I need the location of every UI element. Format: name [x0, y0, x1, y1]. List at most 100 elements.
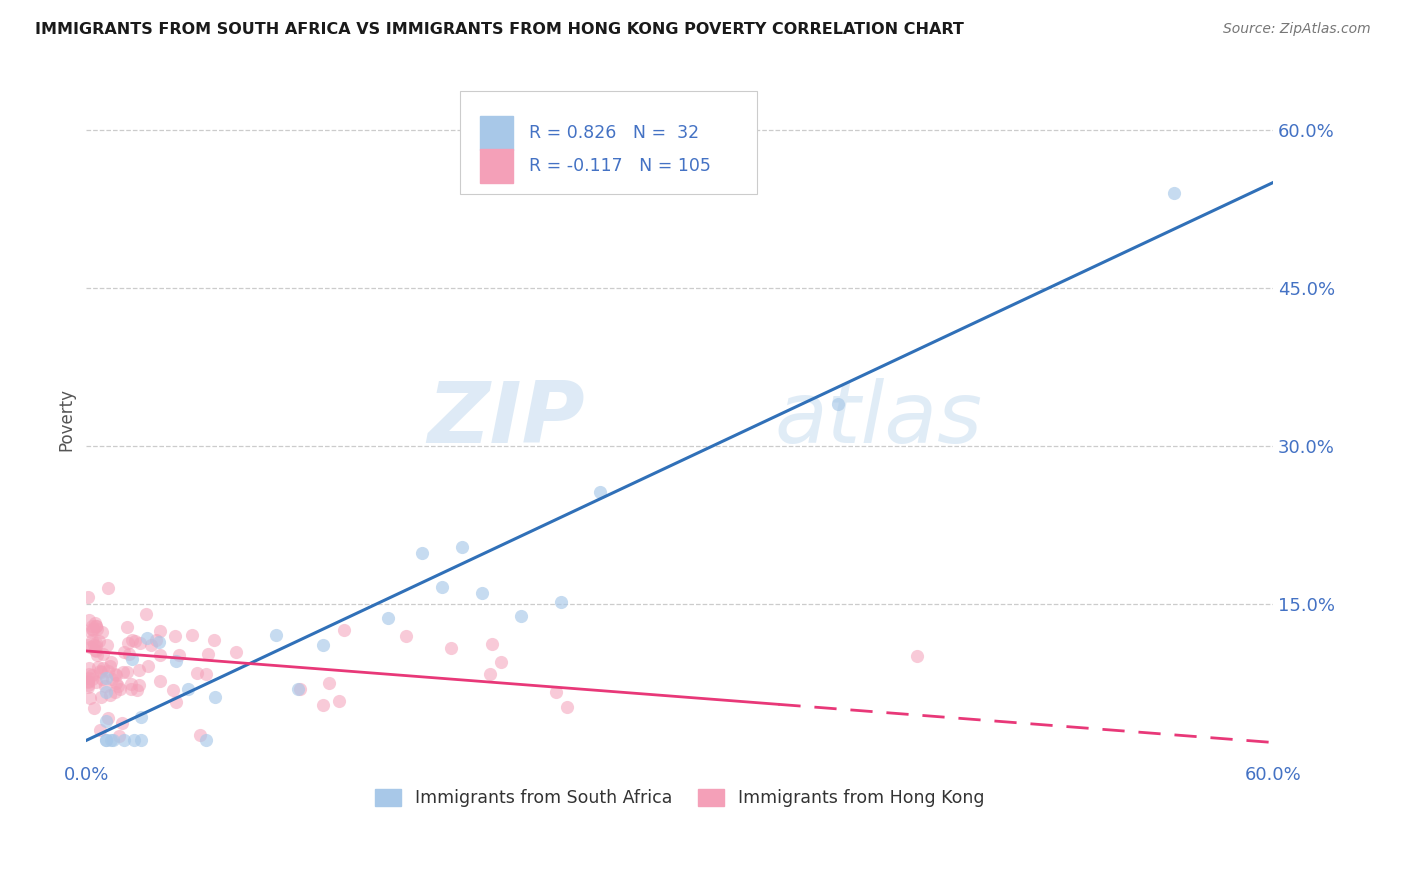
Point — [479, 667, 502, 681]
Point — [165, 695, 187, 709]
Point — [89, 723, 111, 738]
Point — [121, 652, 143, 666]
Point — [377, 611, 399, 625]
Point — [100, 733, 122, 747]
Point — [135, 607, 157, 621]
Point — [84, 642, 107, 657]
Point — [121, 632, 143, 647]
Point — [82, 622, 104, 636]
Point — [510, 608, 533, 623]
Point — [312, 638, 335, 652]
Point — [77, 591, 100, 605]
Point — [491, 655, 513, 669]
Point — [91, 672, 114, 686]
Point — [451, 540, 474, 554]
Point — [98, 688, 121, 702]
Point — [905, 649, 928, 664]
Point — [84, 618, 107, 632]
Point — [167, 648, 190, 663]
Point — [84, 636, 107, 650]
Point — [77, 667, 100, 681]
Point — [90, 690, 112, 704]
Point — [80, 632, 103, 647]
Point — [204, 690, 226, 705]
Point — [84, 616, 107, 631]
Point — [177, 681, 200, 696]
Point — [79, 640, 101, 654]
Point — [312, 698, 335, 712]
Point — [80, 625, 103, 640]
Point — [162, 682, 184, 697]
Point — [77, 673, 100, 688]
Point — [83, 701, 105, 715]
Point — [111, 716, 134, 731]
Point — [108, 681, 131, 696]
Point — [115, 665, 138, 680]
Point — [432, 580, 454, 594]
Point — [103, 667, 125, 681]
Point — [120, 682, 142, 697]
Point — [149, 673, 172, 688]
Point — [333, 623, 356, 637]
Point — [186, 665, 208, 680]
Point — [120, 677, 142, 691]
Point — [98, 659, 121, 673]
Point — [100, 656, 122, 670]
Point — [411, 546, 433, 560]
Point — [481, 637, 503, 651]
Point — [165, 629, 187, 643]
Point — [136, 631, 159, 645]
Point — [97, 711, 120, 725]
Point — [94, 714, 117, 729]
Point — [589, 484, 612, 499]
Point — [141, 638, 163, 652]
Point — [287, 681, 309, 696]
Text: R = -0.117   N = 105: R = -0.117 N = 105 — [529, 157, 710, 176]
Point — [94, 733, 117, 747]
Point — [149, 648, 172, 662]
Point — [91, 625, 114, 640]
Bar — [481, 149, 513, 184]
Point — [145, 633, 167, 648]
Point — [544, 685, 567, 699]
Point — [91, 660, 114, 674]
Point — [149, 624, 172, 639]
Point — [104, 684, 127, 698]
Point — [165, 654, 187, 668]
Point — [108, 729, 131, 743]
Point — [90, 665, 112, 679]
Point — [80, 672, 103, 686]
Point — [318, 675, 340, 690]
Point — [288, 682, 311, 697]
Point — [80, 619, 103, 633]
Point — [128, 677, 150, 691]
Point — [101, 733, 124, 747]
Point — [86, 622, 108, 636]
Point — [128, 636, 150, 650]
Text: atlas: atlas — [775, 378, 983, 461]
Point — [440, 641, 463, 656]
Point — [94, 685, 117, 699]
Point — [77, 661, 100, 675]
Bar — [481, 116, 513, 150]
Point — [555, 700, 578, 714]
Point — [94, 733, 117, 747]
Y-axis label: Poverty: Poverty — [58, 388, 75, 451]
Point — [77, 675, 100, 690]
Point — [94, 679, 117, 693]
Point — [97, 581, 120, 595]
FancyBboxPatch shape — [460, 91, 756, 194]
Point — [105, 676, 128, 690]
Point — [89, 664, 111, 678]
Text: Source: ZipAtlas.com: Source: ZipAtlas.com — [1223, 22, 1371, 37]
Point — [80, 668, 103, 682]
Point — [104, 668, 127, 682]
Point — [195, 667, 218, 681]
Point — [115, 620, 138, 634]
Point — [77, 638, 100, 652]
Point — [86, 644, 108, 658]
Point — [117, 647, 139, 661]
Point — [266, 628, 288, 642]
Point — [129, 733, 152, 747]
Point — [188, 728, 211, 742]
